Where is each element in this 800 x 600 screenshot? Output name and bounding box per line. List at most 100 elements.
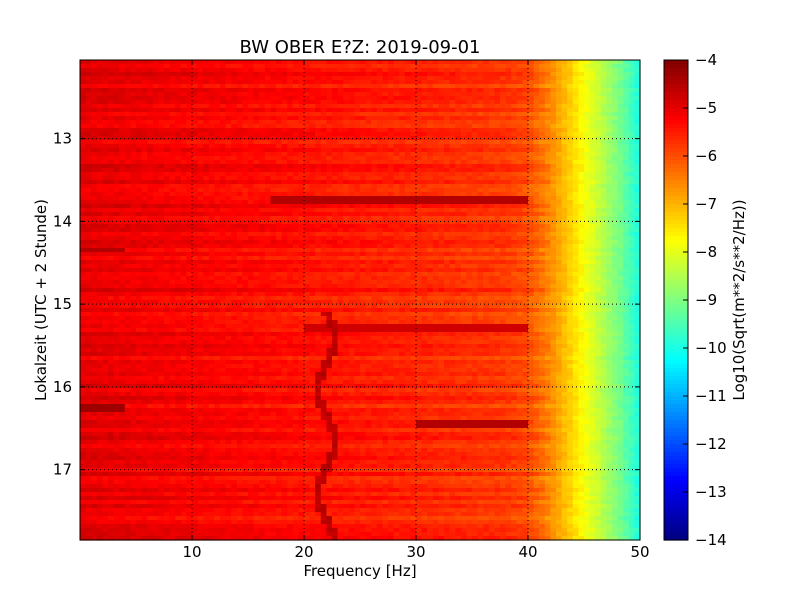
heat-cell <box>124 200 131 205</box>
heat-cell <box>595 236 602 241</box>
heat-cell <box>348 240 355 245</box>
heat-cell <box>516 248 523 253</box>
heat-cell <box>304 104 311 109</box>
heat-cell <box>550 216 557 221</box>
heat-cell <box>80 104 87 109</box>
heat-cell <box>382 240 389 245</box>
heat-cell <box>203 240 210 245</box>
heat-cell <box>248 212 255 217</box>
heat-cell <box>253 144 260 149</box>
heat-cell <box>320 148 327 153</box>
heat-cell <box>600 68 607 73</box>
heat-cell <box>80 128 87 133</box>
heat-cell <box>158 80 165 85</box>
heat-cell <box>511 88 518 93</box>
heat-cell <box>96 200 103 205</box>
heat-cell <box>516 68 523 73</box>
heat-cell <box>544 192 551 197</box>
heat-cell <box>472 112 479 117</box>
heat-cell <box>444 100 451 105</box>
heat-cell <box>572 92 579 97</box>
heat-cell <box>578 240 585 245</box>
heat-cell <box>410 132 417 137</box>
heat-cell <box>589 184 596 189</box>
heat-cell <box>119 236 126 241</box>
heat-cell <box>225 176 232 181</box>
heat-cell <box>242 240 249 245</box>
heat-cell <box>600 84 607 89</box>
heat-cell <box>326 200 333 205</box>
heat-cell <box>477 252 484 257</box>
heat-cell <box>175 204 182 209</box>
heat-cell <box>466 96 473 101</box>
heat-cell <box>612 228 619 233</box>
heat-cell <box>175 192 182 197</box>
heat-cell <box>91 116 98 121</box>
heat-cell <box>309 124 316 129</box>
heat-cell <box>96 128 103 133</box>
heat-cell <box>281 180 288 185</box>
heat-cell <box>287 156 294 161</box>
heat-cell <box>500 184 507 189</box>
heat-cell <box>427 84 434 89</box>
heat-cell <box>488 212 495 217</box>
heat-cell <box>444 168 451 173</box>
heat-cell <box>186 128 193 133</box>
heat-cell <box>533 228 540 233</box>
heat-cell <box>472 184 479 189</box>
heat-cell <box>102 248 109 253</box>
heat-cell <box>567 60 574 65</box>
heat-cell <box>444 112 451 117</box>
heat-cell <box>427 140 434 145</box>
heat-cell <box>416 132 423 137</box>
heat-cell <box>169 224 176 229</box>
heat-cell <box>304 224 311 229</box>
heat-cell <box>567 196 574 201</box>
heat-cell <box>326 148 333 153</box>
heat-cell <box>264 80 271 85</box>
heat-cell <box>623 184 630 189</box>
heat-cell <box>606 212 613 217</box>
heat-cell <box>505 168 512 173</box>
heat-cell <box>472 252 479 257</box>
heat-cell <box>214 196 221 201</box>
heat-cell <box>231 168 238 173</box>
heat-cell <box>455 180 462 185</box>
heat-cell <box>528 112 535 117</box>
heat-cell <box>432 92 439 97</box>
heat-cell <box>617 204 624 209</box>
heat-cell <box>371 108 378 113</box>
heat-cell <box>427 180 434 185</box>
heat-cell <box>376 124 383 129</box>
heat-cell <box>365 140 372 145</box>
heat-cell <box>276 256 283 261</box>
heat-cell <box>432 64 439 69</box>
heat-cell <box>158 204 165 209</box>
heat-cell <box>561 132 568 137</box>
heat-cell <box>533 64 540 69</box>
heat-cell <box>108 204 115 209</box>
heat-cell <box>421 180 428 185</box>
heat-cell <box>539 172 546 177</box>
heat-cell <box>298 228 305 233</box>
heat-cell <box>85 96 92 101</box>
heat-cell <box>354 128 361 133</box>
heat-cell <box>556 88 563 93</box>
heat-cell <box>80 252 87 257</box>
heat-cell <box>136 236 143 241</box>
heat-cell <box>242 140 249 145</box>
heat-cell <box>136 248 143 253</box>
heat-cell <box>528 164 535 169</box>
heat-cell <box>404 60 411 65</box>
heat-cell <box>488 100 495 105</box>
heat-cell <box>623 208 630 213</box>
heat-cell <box>242 112 249 117</box>
heat-cell <box>382 196 389 201</box>
heat-cell <box>130 108 137 113</box>
heat-cell <box>432 144 439 149</box>
heat-cell <box>287 80 294 85</box>
heat-cell <box>533 140 540 145</box>
heat-cell <box>365 152 372 157</box>
heat-cell <box>494 236 501 241</box>
heat-cell <box>147 164 154 169</box>
